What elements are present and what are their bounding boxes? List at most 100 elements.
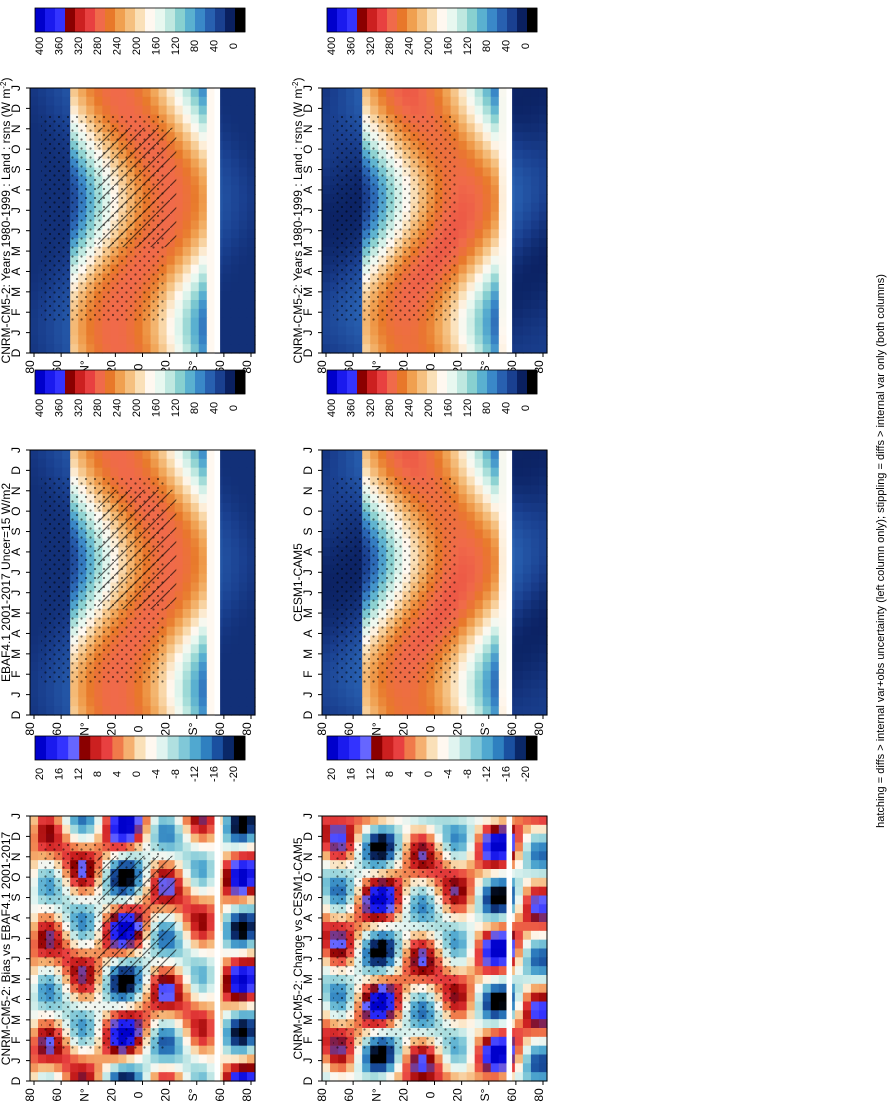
heatmap-cell [238,948,248,958]
heatmap-cell [466,458,476,469]
heatmap-cell [38,317,47,328]
heatmap-cell [442,679,452,690]
heatmap-cell [102,458,111,469]
heatmap-cell [466,600,476,610]
heatmap-cell [230,300,240,310]
heatmap-cell [530,511,540,522]
heatmap-cell [466,282,476,292]
heatmap-cell [514,273,524,283]
heatmap-cell [190,247,200,257]
heatmap-cell [466,247,476,257]
heatmap-cell [206,141,216,151]
heatmap-cell [514,653,524,663]
heatmap-cell [450,450,460,460]
colorbar-frame [326,369,538,395]
heatmap-cell [30,1063,39,1073]
heatmap-cell [126,1045,136,1056]
heatmap-cell [322,194,331,204]
heatmap-cell [150,88,160,98]
month-tick-label: D [9,348,23,357]
heatmap-cell [30,273,39,283]
colorbar-swatch [105,370,116,394]
heatmap-cell [482,582,492,592]
heatmap-cell [182,670,192,681]
heatmap-cell [466,335,476,345]
heatmap-cell [30,1001,39,1011]
colorbar-tick-label: 0 [228,405,240,411]
heatmap-cell [514,291,524,301]
title-superscript: -2 [0,81,8,89]
heatmap-cell [514,282,524,292]
heatmap-cell [394,317,403,328]
heatmap-cell [206,158,216,169]
heatmap-cell [498,149,508,160]
heatmap-cell [538,842,548,852]
heatmap-cell [466,503,476,513]
heatmap-cell [222,851,232,861]
heatmap-cell [222,467,232,478]
heatmap-cell [102,1054,111,1064]
heatmap-cell [458,494,468,504]
heatmap-cell [230,626,240,637]
heatmap-cell [54,1054,63,1064]
heatmap-cell [198,335,208,345]
heatmap-cell [522,573,532,584]
heatmap-cell [530,344,540,354]
heatmap-cell [94,335,103,345]
heatmap-cell [474,626,484,637]
heatmap-cell [238,494,248,504]
heatmap-cell [322,176,331,186]
heatmap-cell [450,317,460,328]
heatmap-cell [238,957,248,967]
heatmap-cell [238,547,248,557]
month-tick-label: J [9,228,23,234]
heatmap-cell [230,458,240,469]
heatmap-cell [134,833,144,844]
heatmap-cell [150,326,160,336]
heatmap-cell [222,582,232,592]
heatmap-cell [246,556,256,566]
heatmap-cell [174,229,184,239]
heatmap-cell [174,529,184,539]
heatmap-cell [190,670,200,681]
heatmap-cell [126,96,136,107]
colorbar-swatch [357,370,368,394]
heatmap-cell [190,662,200,672]
title-close: ) [0,78,13,82]
month-tick-label: A [9,267,23,275]
heatmap-cell [174,176,184,186]
heatmap-cell [466,824,476,835]
heatmap-cell [490,123,500,133]
heatmap-cell [442,335,452,345]
heatmap-cell [450,88,460,98]
heatmap-cell [378,88,387,98]
lat-tick-label: 60 [505,722,519,736]
heatmap-cell [30,860,39,870]
heatmap-cell [166,688,176,698]
heatmap-cell [458,617,468,628]
heatmap-cell [394,96,403,107]
lat-tick-label: 20 [104,722,118,736]
lat-tick-label: S° [186,722,200,735]
heatmap-cell [94,458,103,469]
heatmap-cell [150,344,160,354]
heatmap-cell [442,697,452,707]
heatmap-cell [206,88,216,98]
heatmap-cell [466,485,476,495]
heatmap-cell [206,842,216,852]
heatmap-cell [190,1072,200,1082]
heatmap-cell [222,485,232,495]
heatmap-cell [246,141,256,151]
heatmap-cell [222,573,232,584]
heatmap-cell [198,132,208,142]
heatmap-cell [490,556,500,566]
heatmap-cell [182,609,192,619]
month-tick-label: M [9,287,23,297]
heatmap-cell [222,922,232,932]
heatmap-cell [190,211,200,222]
heatmap-cell [458,688,468,698]
heatmap-cell [522,609,532,619]
heatmap-cell [402,833,411,844]
heatmap-cell [458,670,468,681]
